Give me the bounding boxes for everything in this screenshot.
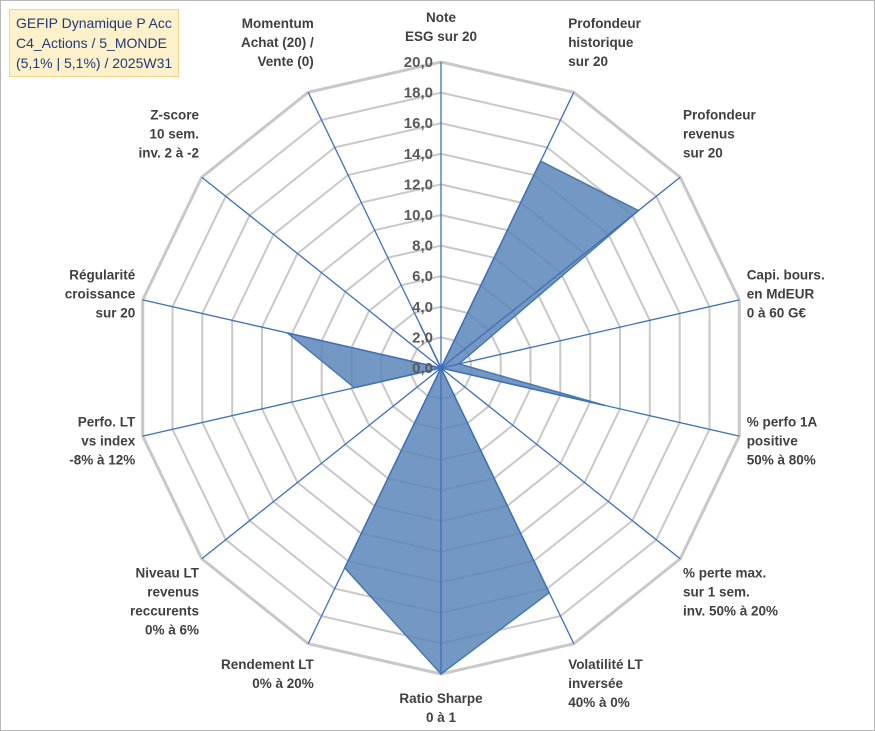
axis-spoke (307, 367, 442, 644)
axis-label: Rendement LT 0% à 20% (221, 657, 315, 691)
axis-label-line: sur 20 (683, 146, 723, 161)
axis-label: Profondeur revenus sur 20 (683, 108, 756, 161)
axis-spoke (440, 367, 740, 437)
axis-label-line: 10 sem. (149, 127, 199, 142)
axis-label-line: Volatilité LT (568, 657, 643, 672)
axis-label-line: Régularité (69, 268, 136, 283)
axis-label-line: % perfo 1A (747, 415, 818, 430)
axis-label-line: revenus (683, 127, 735, 142)
axis-label-line: Capi. bours. (747, 268, 825, 283)
axis-spoke (440, 367, 681, 560)
tick-label: 20,0 (404, 54, 433, 71)
axis-label-line: 0 à 1 (426, 710, 457, 725)
tick-label: 12,0 (404, 176, 433, 193)
axis-label-line: Ratio Sharpe (399, 691, 483, 706)
axis-label-line: ESG sur 20 (405, 29, 477, 44)
axis-spoke (142, 367, 442, 437)
axis-label-line: 40% à 0% (568, 695, 630, 710)
tick-label: 18,0 (404, 85, 433, 102)
axis-label-line: Vente (0) (258, 54, 314, 69)
axis-label-line: croissance (65, 287, 136, 302)
fund-category: C4_Actions / 5_MONDE (16, 35, 167, 51)
fund-info-box: GEFIP Dynamique P Acc C4_Actions / 5_MON… (9, 9, 180, 77)
axis-label-line: inv. 2 à -2 (138, 146, 199, 161)
axis-label-line: Momentum (242, 16, 314, 31)
axis-label-line: Z-score (150, 108, 199, 123)
axis-spoke (201, 367, 442, 560)
axis-label: Ratio Sharpe 0 à 1 (399, 691, 483, 725)
axis-label-line: Rendement LT (221, 657, 315, 672)
axis-label-line: Note (426, 10, 456, 25)
axis-label: Régularité croissance sur 20 (65, 268, 136, 321)
axis-label: Volatilité LT inversée 40% à 0% (568, 657, 643, 710)
tick-label: 6,0 (412, 268, 433, 285)
axis-label-line: en MdEUR (747, 287, 815, 302)
axis-label-line: revenus (147, 585, 199, 600)
axis-label-line: sur 1 sem. (683, 585, 750, 600)
axis-label-line: Achat (20) / (241, 35, 314, 50)
axis-label: Niveau LT revenus reccurents 0% à 6% (130, 566, 200, 638)
axis-spoke (440, 92, 575, 369)
axis-label-line: 0 à 60 G€ (747, 306, 807, 321)
axis-label: Note ESG sur 20 (405, 10, 477, 44)
tick-label: 8,0 (412, 238, 433, 255)
fund-name: GEFIP Dynamique P Acc (16, 15, 172, 31)
axis-label-line: 0% à 6% (145, 623, 199, 638)
axis-label-line: Profondeur (683, 108, 756, 123)
axis-label-line: Profondeur (568, 16, 641, 31)
axis-label-line: 50% à 80% (747, 453, 816, 468)
axis-label-line: sur 20 (96, 306, 136, 321)
axis-label-line: Niveau LT (135, 566, 199, 581)
axis-label: % perte max. sur 1 sem. inv. 50% à 20% (683, 566, 778, 619)
tick-label: 0,0 (412, 360, 433, 377)
axis-spoke (440, 299, 740, 369)
axis-label-line: 0% à 20% (252, 676, 314, 691)
axis-label-line: vs index (81, 434, 136, 449)
axis-label: Capi. bours. en MdEUR 0 à 60 G€ (747, 268, 825, 321)
axis-label: Perfo. LT vs index -8% à 12% (69, 415, 136, 468)
axis-label-line: -8% à 12% (69, 453, 135, 468)
axis-spoke (440, 367, 575, 644)
axis-label-line: historique (568, 35, 634, 50)
tick-label: 4,0 (412, 299, 433, 316)
tick-label: 10,0 (404, 207, 433, 224)
axis-spoke (307, 92, 442, 369)
axis-spoke (440, 176, 681, 369)
tick-label: 2,0 (412, 329, 433, 346)
fund-period: (5,1% | 5,1%) / 2025W31 (16, 55, 173, 71)
axis-label: Z-score 10 sem. inv. 2 à -2 (138, 108, 199, 161)
axis-label-line: positive (747, 434, 799, 449)
axis-spoke (201, 176, 442, 369)
axis-label: Momentum Achat (20) / Vente (0) (241, 16, 314, 69)
axis-label-line: Perfo. LT (78, 415, 136, 430)
axis-label-line: inv. 50% à 20% (683, 604, 778, 619)
axis-label-line: reccurents (130, 604, 199, 619)
tick-label: 14,0 (404, 146, 433, 163)
axis-label-line: % perte max. (683, 566, 766, 581)
axis-label-line: sur 20 (568, 54, 608, 69)
axis-spoke (142, 299, 442, 369)
axis-label-line: inversée (568, 676, 623, 691)
axis-label: Profondeur historique sur 20 (568, 16, 641, 69)
axis-label: % perfo 1A positive 50% à 80% (747, 415, 818, 468)
tick-label: 16,0 (404, 115, 433, 132)
